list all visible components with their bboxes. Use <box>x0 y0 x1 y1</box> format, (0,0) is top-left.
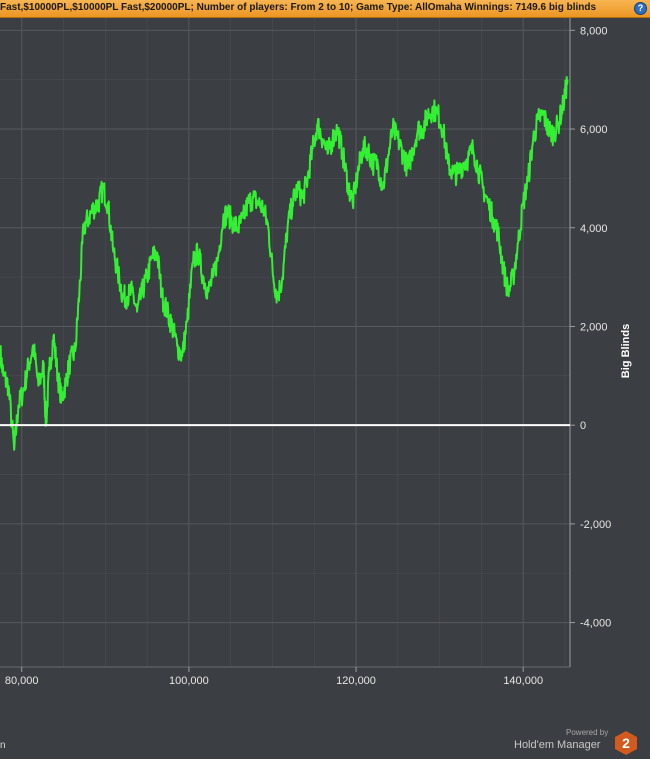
y-tick-label: -4,000 <box>580 618 611 630</box>
winnings-line <box>0 76 569 451</box>
winnings-chart: 8,000 6,000 4,000 2,000 0 -2,000 -4,000 80,000 1… <box>0 18 632 687</box>
footer-partial-text: n <box>0 740 6 751</box>
y-tick-label: 8,000 <box>580 25 608 37</box>
brand-block: Powered by Hold'em Manager 2 <box>510 727 640 757</box>
y-axis-title: Big Blinds <box>620 324 632 378</box>
powered-by-label: Powered by <box>566 728 609 737</box>
y-tick-label: -2,000 <box>580 519 611 531</box>
brand-logo-icon: 2 <box>615 731 637 755</box>
chart-series <box>0 76 570 451</box>
x-tick-label: 120,000 <box>336 675 376 687</box>
x-tick-label: 100,000 <box>169 675 209 687</box>
brand-name: Hold'em Manager <box>514 739 601 751</box>
help-icon[interactable]: ? <box>634 2 647 15</box>
x-tick-label: 80,000 <box>5 675 39 687</box>
y-tick-label: 6,000 <box>580 124 608 136</box>
chart-grid <box>0 18 570 667</box>
y-tick-label: 4,000 <box>580 223 608 235</box>
chart-title-bar: Fast,$10000PL,$10000PL Fast,$20000PL; Nu… <box>0 0 650 18</box>
brand-logo-text: 2 <box>622 735 630 751</box>
chart-title: Fast,$10000PL,$10000PL Fast,$20000PL; Nu… <box>0 2 597 13</box>
x-tick-label: 140,000 <box>503 675 543 687</box>
y-tick-label: 0 <box>580 420 586 432</box>
y-tick-label: 2,000 <box>580 321 608 333</box>
chart-axes <box>0 18 575 672</box>
chart-tick-labels: 8,000 6,000 4,000 2,000 0 -2,000 -4,000 80,000 1… <box>5 25 611 687</box>
